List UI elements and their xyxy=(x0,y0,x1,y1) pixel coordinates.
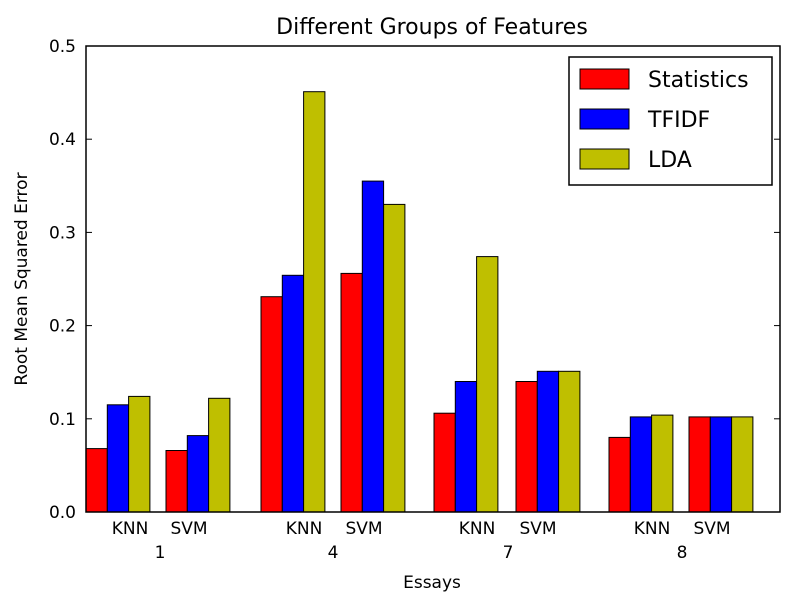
y-tick-label: 0.2 xyxy=(49,317,76,337)
bar-lda-8-knn xyxy=(651,414,674,513)
bar-statistics-7-knn xyxy=(433,412,456,513)
bar-statistics-8-knn xyxy=(608,436,631,513)
x-essay-label: 8 xyxy=(677,543,688,563)
x-tick-label-svm: SVM xyxy=(693,519,730,539)
legend: Statistics TFIDF LDA xyxy=(568,56,773,186)
x-essay-label: 1 xyxy=(155,543,166,563)
bar-lda-7-svm xyxy=(558,370,581,513)
legend-label-lda: LDA xyxy=(648,148,692,173)
x-tick-label-svm: SVM xyxy=(345,519,382,539)
bar-lda-1-svm xyxy=(208,397,231,513)
y-tick-label: 0.0 xyxy=(49,503,76,523)
chart-title: Different Groups of Features xyxy=(276,15,588,40)
x-tick-label-knn: KNN xyxy=(634,519,671,539)
x-tick-label-svm: SVM xyxy=(170,519,207,539)
plot-area-frame xyxy=(85,45,781,513)
bar-statistics-8-svm xyxy=(688,416,711,513)
bar-tfidf-1-svm xyxy=(186,435,210,513)
legend-label-tfidf: TFIDF xyxy=(647,108,710,133)
y-tick-label: 0.3 xyxy=(49,223,76,243)
bars-group xyxy=(85,91,754,513)
legend-label-statistics: Statistics xyxy=(648,68,749,93)
legend-swatch-statistics xyxy=(579,68,630,90)
bar-statistics-4-svm xyxy=(340,272,363,513)
x-tick-label-svm: SVM xyxy=(519,519,556,539)
legend-swatch-lda xyxy=(579,148,630,170)
x-axis-label: Essays xyxy=(403,573,461,593)
bar-tfidf-4-svm xyxy=(361,180,385,513)
y-tick-label: 0.1 xyxy=(49,410,76,430)
bar-statistics-7-svm xyxy=(515,381,538,513)
bar-statistics-1-knn xyxy=(85,448,108,513)
x-essay-label: 4 xyxy=(328,543,339,563)
bar-lda-4-svm xyxy=(383,203,406,513)
bar-lda-1-knn xyxy=(128,395,151,513)
x-tick-label-knn: KNN xyxy=(112,519,149,539)
x-essay-label: 7 xyxy=(503,543,514,563)
legend-swatch-tfidf xyxy=(579,108,630,130)
x-tick-label-knn: KNN xyxy=(286,519,323,539)
bar-statistics-4-knn xyxy=(260,296,283,513)
bar-lda-7-knn xyxy=(476,256,499,513)
bar-tfidf-8-knn xyxy=(629,416,653,513)
bar-lda-4-knn xyxy=(303,91,326,513)
y-tick-label: 0.5 xyxy=(49,37,76,57)
bar-tfidf-1-knn xyxy=(106,404,130,513)
bar-lda-8-svm xyxy=(731,416,754,513)
bar-tfidf-4-knn xyxy=(281,274,305,513)
bar-statistics-1-svm xyxy=(165,450,188,513)
bar-tfidf-8-svm xyxy=(709,416,733,513)
bar-tfidf-7-knn xyxy=(454,381,478,513)
bar-tfidf-7-svm xyxy=(536,370,560,513)
x-tick-label-knn: KNN xyxy=(459,519,496,539)
y-axis: 0.0 0.1 0.2 0.3 0.4 0.5 xyxy=(49,37,780,523)
y-axis-label: Root Mean Squared Error xyxy=(12,172,32,385)
y-tick-label: 0.4 xyxy=(49,130,76,150)
